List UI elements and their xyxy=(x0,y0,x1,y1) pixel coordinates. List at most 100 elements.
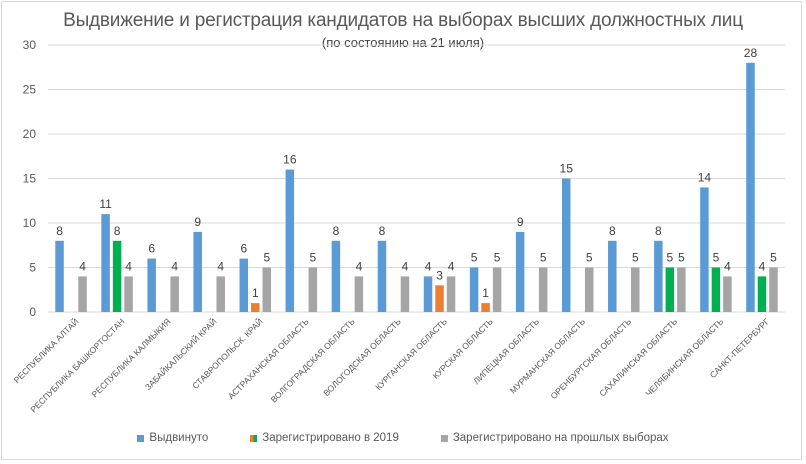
legend-label-nominated: Выдвинуто xyxy=(149,432,209,444)
bar xyxy=(124,276,133,312)
bar xyxy=(377,240,387,312)
data-label: 8 xyxy=(609,224,616,238)
x-tick-label: АСТРАХАНСКАЯ ОБЛАСТЬ xyxy=(226,316,311,401)
bar xyxy=(700,187,709,312)
bar xyxy=(746,62,755,312)
bar xyxy=(481,303,490,312)
data-label: 5 xyxy=(586,251,593,265)
x-tick-label: ВОЛГОГРАДСКАЯ ОБЛАСТЬ xyxy=(269,316,358,405)
legend-label-registered-2019: Зарегистрировано в 2019 xyxy=(262,432,399,444)
x-tick-label: ОРЕНБУРГСКАЯ ОБЛАСТЬ xyxy=(548,316,633,401)
bar xyxy=(492,267,502,312)
legend-item-registered-2019: Зарегистрировано в 2019 xyxy=(250,432,399,444)
data-label: 14 xyxy=(698,170,712,184)
bar xyxy=(251,303,260,312)
data-label: 8 xyxy=(56,224,63,238)
data-label: 5 xyxy=(632,251,639,265)
data-label: 5 xyxy=(667,251,674,265)
bar xyxy=(769,267,778,312)
x-tick-label: МУРМАНСКАЯ ОБЛАСТЬ xyxy=(508,316,588,396)
data-label: 8 xyxy=(333,224,340,238)
bar xyxy=(665,267,675,312)
bar xyxy=(331,240,341,312)
bar xyxy=(147,258,156,312)
bar xyxy=(435,285,444,312)
bar xyxy=(112,240,122,312)
bar xyxy=(216,276,225,312)
data-label: 4 xyxy=(79,259,86,273)
bar xyxy=(170,276,179,312)
data-label: 4 xyxy=(125,259,132,273)
x-tick-label: САХАЛИНСКАЯ ОБЛАСТЬ xyxy=(597,316,679,398)
bar xyxy=(423,276,433,312)
y-tick-label: 15 xyxy=(23,172,37,186)
data-label: 5 xyxy=(770,251,777,265)
x-tick-label: ВОЛОГОДСКАЯ ОБЛАСТЬ xyxy=(321,316,403,398)
data-label: 4 xyxy=(171,259,178,273)
bar xyxy=(608,240,617,312)
data-label: 16 xyxy=(283,153,297,167)
bar xyxy=(723,276,732,312)
data-label: 28 xyxy=(744,46,758,60)
bar xyxy=(515,231,525,312)
data-label: 4 xyxy=(448,259,455,273)
legend-item-registered-previous: Зарегистрировано на прошлых выборах xyxy=(440,432,669,444)
bar xyxy=(78,276,87,312)
bar xyxy=(308,267,318,312)
bar xyxy=(584,267,594,312)
y-tick-label: 0 xyxy=(29,305,36,319)
data-label: 9 xyxy=(194,215,201,229)
data-label: 8 xyxy=(114,224,121,238)
y-tick-label: 10 xyxy=(23,216,37,230)
y-tick-label: 5 xyxy=(29,261,36,275)
bar xyxy=(446,276,456,312)
y-tick-label: 25 xyxy=(23,83,37,97)
bar xyxy=(239,258,249,312)
data-label: 15 xyxy=(560,162,574,176)
chart-subtitle: (по состоянию на 21 июля) xyxy=(321,35,485,50)
bar xyxy=(561,178,571,312)
y-tick-label: 20 xyxy=(23,127,37,141)
x-tick-label: РЕСПУБЛИКА КАЛМЫКИЯ xyxy=(90,316,173,399)
data-label: 8 xyxy=(655,224,662,238)
data-label: 9 xyxy=(517,215,524,229)
data-label: 6 xyxy=(148,242,155,256)
bar xyxy=(400,276,410,312)
bar xyxy=(654,240,663,312)
legend-swatch-nominated xyxy=(137,434,145,442)
data-label: 4 xyxy=(425,259,432,273)
bar xyxy=(677,267,686,312)
bar xyxy=(354,276,364,312)
data-label: 4 xyxy=(402,259,409,273)
legend-item-nominated: Выдвинуто xyxy=(137,432,208,444)
bar xyxy=(55,240,64,312)
data-label: 4 xyxy=(759,259,766,273)
data-label: 5 xyxy=(263,251,270,265)
bar xyxy=(631,267,640,312)
bar xyxy=(193,231,202,312)
data-label: 4 xyxy=(724,259,731,273)
data-label: 5 xyxy=(471,251,478,265)
data-label: 3 xyxy=(436,268,443,282)
bar xyxy=(101,214,110,312)
data-label: 6 xyxy=(240,242,247,256)
legend-swatch-registered-2019 xyxy=(250,434,258,442)
bar xyxy=(711,267,721,312)
y-tick-label: 30 xyxy=(23,38,37,52)
data-label: 5 xyxy=(494,251,501,265)
data-label: 4 xyxy=(217,259,224,273)
bar xyxy=(262,267,272,312)
data-label: 1 xyxy=(252,286,259,300)
chart-title: Выдвижение и регистрация кандидатов на в… xyxy=(63,10,743,31)
data-label: 11 xyxy=(99,197,112,211)
bar xyxy=(469,267,479,312)
data-label: 1 xyxy=(482,286,489,300)
data-label: 5 xyxy=(540,251,547,265)
bar xyxy=(538,267,548,312)
data-label: 5 xyxy=(310,251,317,265)
x-tick-label: ЧЕЛЯБИНСКАЯ ОБЛАСТЬ xyxy=(643,316,725,398)
data-label: 5 xyxy=(713,251,720,265)
data-label: 8 xyxy=(379,224,386,238)
data-label: 5 xyxy=(678,251,685,265)
